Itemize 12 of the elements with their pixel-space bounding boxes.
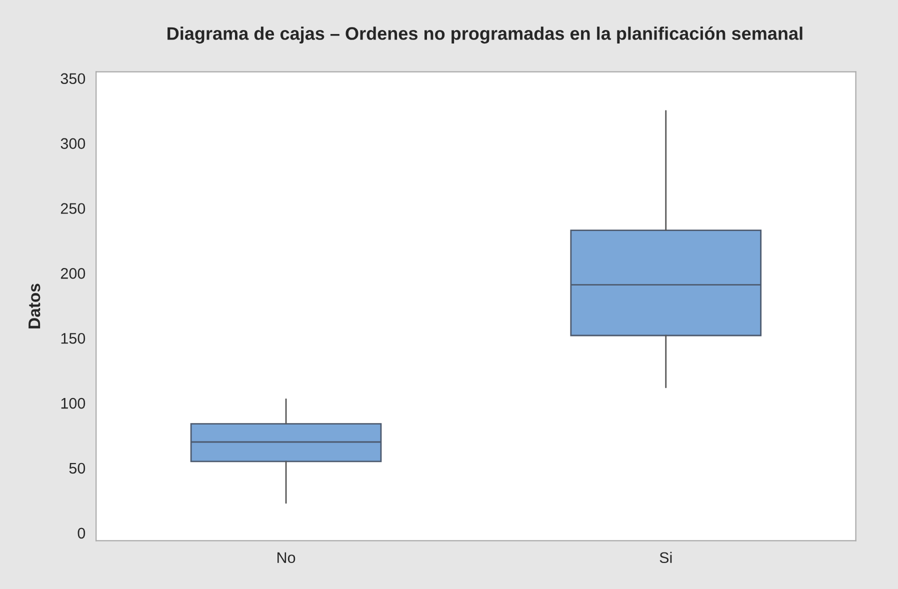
y-tick-label: 250 xyxy=(60,203,86,214)
y-tick-label: 200 xyxy=(60,268,86,279)
y-tick-label: 350 xyxy=(60,73,86,84)
x-tick-label: No xyxy=(278,552,296,564)
y-tick-label: 0 xyxy=(78,528,86,539)
x-tick-label: Si xyxy=(660,552,672,564)
y-tick-label: 300 xyxy=(60,138,86,149)
y-tick-label: 150 xyxy=(61,332,86,344)
y-tick-label: 100 xyxy=(61,398,86,409)
y-tick-label: 50 xyxy=(69,462,86,474)
y-axis-title: Datos xyxy=(28,284,40,328)
chart-title: Diagrama de cajas – Ordenes no programadas en la planificación semanal xyxy=(168,26,802,44)
